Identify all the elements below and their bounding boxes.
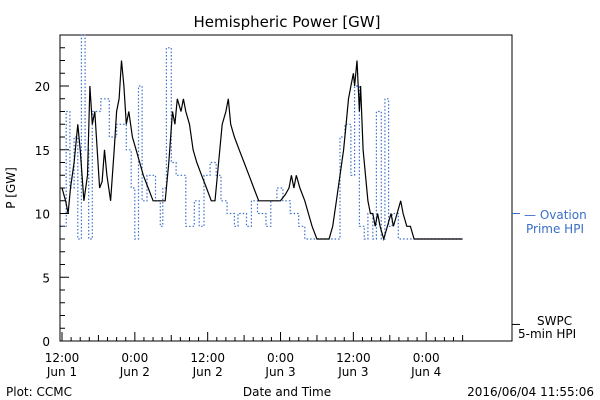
- legend-swpc-line1: SWPC: [537, 314, 572, 328]
- x-tick-time: 0:00: [413, 351, 440, 365]
- legend-ovation-line1: — Ovation: [524, 208, 587, 222]
- x-tick-date: Jun 1: [46, 365, 77, 379]
- chart-title: Hemispheric Power [GW]: [194, 13, 381, 31]
- series-layer: [61, 34, 463, 242]
- footer-timestamp: 2016/06/04 11:55:06: [467, 385, 594, 399]
- x-tick-time: 12:00: [336, 351, 371, 365]
- y-tick-label: 0: [42, 335, 50, 349]
- y-tick-label: 10: [35, 208, 50, 222]
- y-tick-label: 20: [35, 80, 50, 94]
- right-axis: [512, 213, 520, 325]
- x-tick-date: Jun 2: [119, 365, 150, 379]
- y-axis-label: P [GW]: [4, 167, 18, 209]
- series-swpc-line: [61, 60, 463, 242]
- x-tick-time: 12:00: [45, 351, 80, 365]
- x-tick-time: 12:00: [190, 351, 225, 365]
- y-tick-label: 15: [35, 144, 50, 158]
- x-tick-date: Jun 3: [264, 365, 295, 379]
- x-axis-label: Date and Time: [243, 385, 331, 399]
- legend-swpc-line2: 5-min HPI: [518, 327, 576, 341]
- footer-plot-credit: Plot: CCMC: [6, 385, 72, 399]
- x-tick-time: 0:00: [121, 351, 148, 365]
- y-tick-label: 5: [42, 271, 50, 285]
- plot-area-frame: [59, 34, 513, 342]
- x-tick-time: 0:00: [267, 351, 294, 365]
- x-tick-date: Jun 2: [192, 365, 223, 379]
- x-tick-date: Jun 3: [337, 365, 368, 379]
- x-tick-date: Jun 4: [410, 365, 441, 379]
- legend-ovation-line2: Prime HPI: [526, 222, 584, 236]
- y-axis: 0 5 10 15 20: [35, 34, 69, 349]
- series-ovation-prime-line: [62, 34, 463, 240]
